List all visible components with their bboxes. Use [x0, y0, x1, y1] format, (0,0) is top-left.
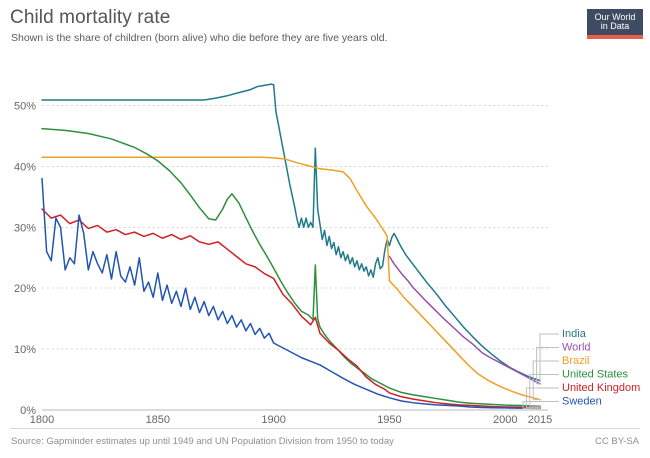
x-tick-label: 1900	[261, 414, 285, 423]
x-tick-label: 1950	[377, 414, 401, 423]
page-subtitle: Shown is the share of children (born ali…	[11, 32, 388, 44]
x-tick-label: 1800	[30, 414, 54, 423]
y-tick-label: 50%	[14, 100, 36, 112]
gridlines	[42, 104, 548, 411]
legend-leader-line	[522, 401, 559, 409]
series-line-india[interactable]	[41, 83, 541, 382]
legend-leader-line	[539, 333, 559, 381]
footer-divider	[10, 428, 640, 429]
x-tick-label: 1850	[146, 414, 170, 423]
series-lines	[41, 83, 541, 410]
legend-label-world[interactable]: World	[562, 341, 591, 353]
legend-label-united-states[interactable]: United States	[562, 368, 629, 380]
line-chart-svg: 0% 10% 20% 30% 40% 50% 1800 1850 1900 1950 2000 20…	[14, 83, 640, 423]
legend-label-united-kingdom[interactable]: United Kingdom	[562, 382, 640, 394]
logo-line-1: Our World	[594, 11, 636, 22]
logo-line-2: in Data	[600, 21, 630, 31]
legend-leader-line	[525, 387, 559, 408]
y-tick-label: 0%	[20, 405, 36, 417]
legend-label-sweden[interactable]: Sweden	[562, 395, 602, 407]
footer-source: Source: Gapminder estimates up until 194…	[11, 436, 394, 447]
x-tick-label: 2000	[493, 414, 517, 423]
legend-label-india[interactable]: India	[562, 328, 587, 340]
series-line-brazil[interactable]	[41, 156, 541, 401]
y-axis-ticks: 0% 10% 20% 30% 40% 50%	[14, 100, 36, 417]
legend-leader-line	[532, 360, 559, 401]
legend-label-brazil[interactable]: Brazil	[562, 355, 590, 367]
footer-license[interactable]: CC BY-SA	[595, 436, 639, 447]
y-tick-label: 30%	[14, 222, 36, 234]
series-line-united-kingdom[interactable]	[41, 208, 541, 409]
series-line-world[interactable]	[388, 255, 541, 385]
page-title: Child mortality rate	[10, 7, 171, 28]
series-line-united-states[interactable]	[41, 127, 541, 407]
x-tick-label: 2015	[528, 414, 552, 423]
y-tick-label: 10%	[14, 344, 36, 356]
chart-plot-area: 0% 10% 20% 30% 40% 50% 1800 1850 1900 1950 2000 20…	[0, 48, 650, 423]
series-line-sweden[interactable]	[41, 177, 541, 410]
y-tick-label: 20%	[14, 283, 36, 295]
legend-leader-line	[536, 347, 559, 385]
our-world-in-data-logo[interactable]: Our World in Data	[587, 9, 643, 39]
x-axis-ticks: 1800 1850 1900 1950 2000 2015	[30, 414, 552, 423]
y-tick-label: 40%	[14, 161, 36, 173]
legend-leader-line	[529, 374, 559, 407]
